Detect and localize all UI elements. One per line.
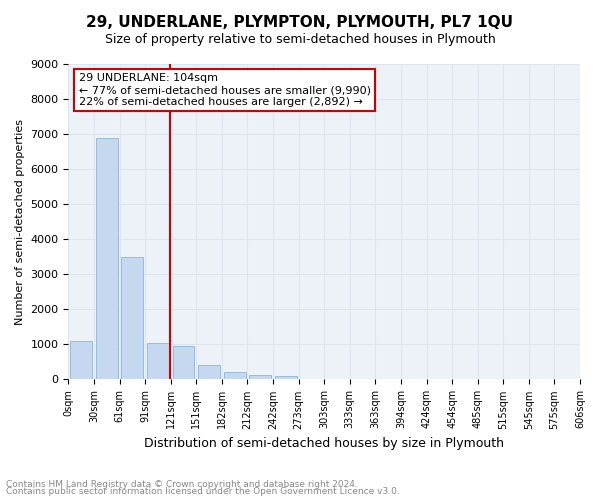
Bar [250, 375, 271, 380]
Text: Contains HM Land Registry data © Crown copyright and database right 2024.: Contains HM Land Registry data © Crown c… [6, 480, 358, 489]
Text: Size of property relative to semi-detached houses in Plymouth: Size of property relative to semi-detach… [104, 32, 496, 46]
X-axis label: Distribution of semi-detached houses by size in Plymouth: Distribution of semi-detached houses by … [144, 437, 504, 450]
Bar [121, 257, 143, 380]
Bar [70, 341, 92, 380]
Text: 29, UNDERLANE, PLYMPTON, PLYMOUTH, PL7 1QU: 29, UNDERLANE, PLYMPTON, PLYMOUTH, PL7 1… [86, 15, 514, 30]
Text: Contains public sector information licensed under the Open Government Licence v3: Contains public sector information licen… [6, 487, 400, 496]
Y-axis label: Number of semi-detached properties: Number of semi-detached properties [15, 118, 25, 324]
Bar [224, 372, 245, 380]
Bar [173, 346, 194, 380]
Bar [275, 376, 297, 380]
Text: 29 UNDERLANE: 104sqm
← 77% of semi-detached houses are smaller (9,990)
22% of se: 29 UNDERLANE: 104sqm ← 77% of semi-detac… [79, 74, 371, 106]
Bar [198, 366, 220, 380]
Bar [96, 138, 118, 380]
Bar [147, 342, 169, 380]
